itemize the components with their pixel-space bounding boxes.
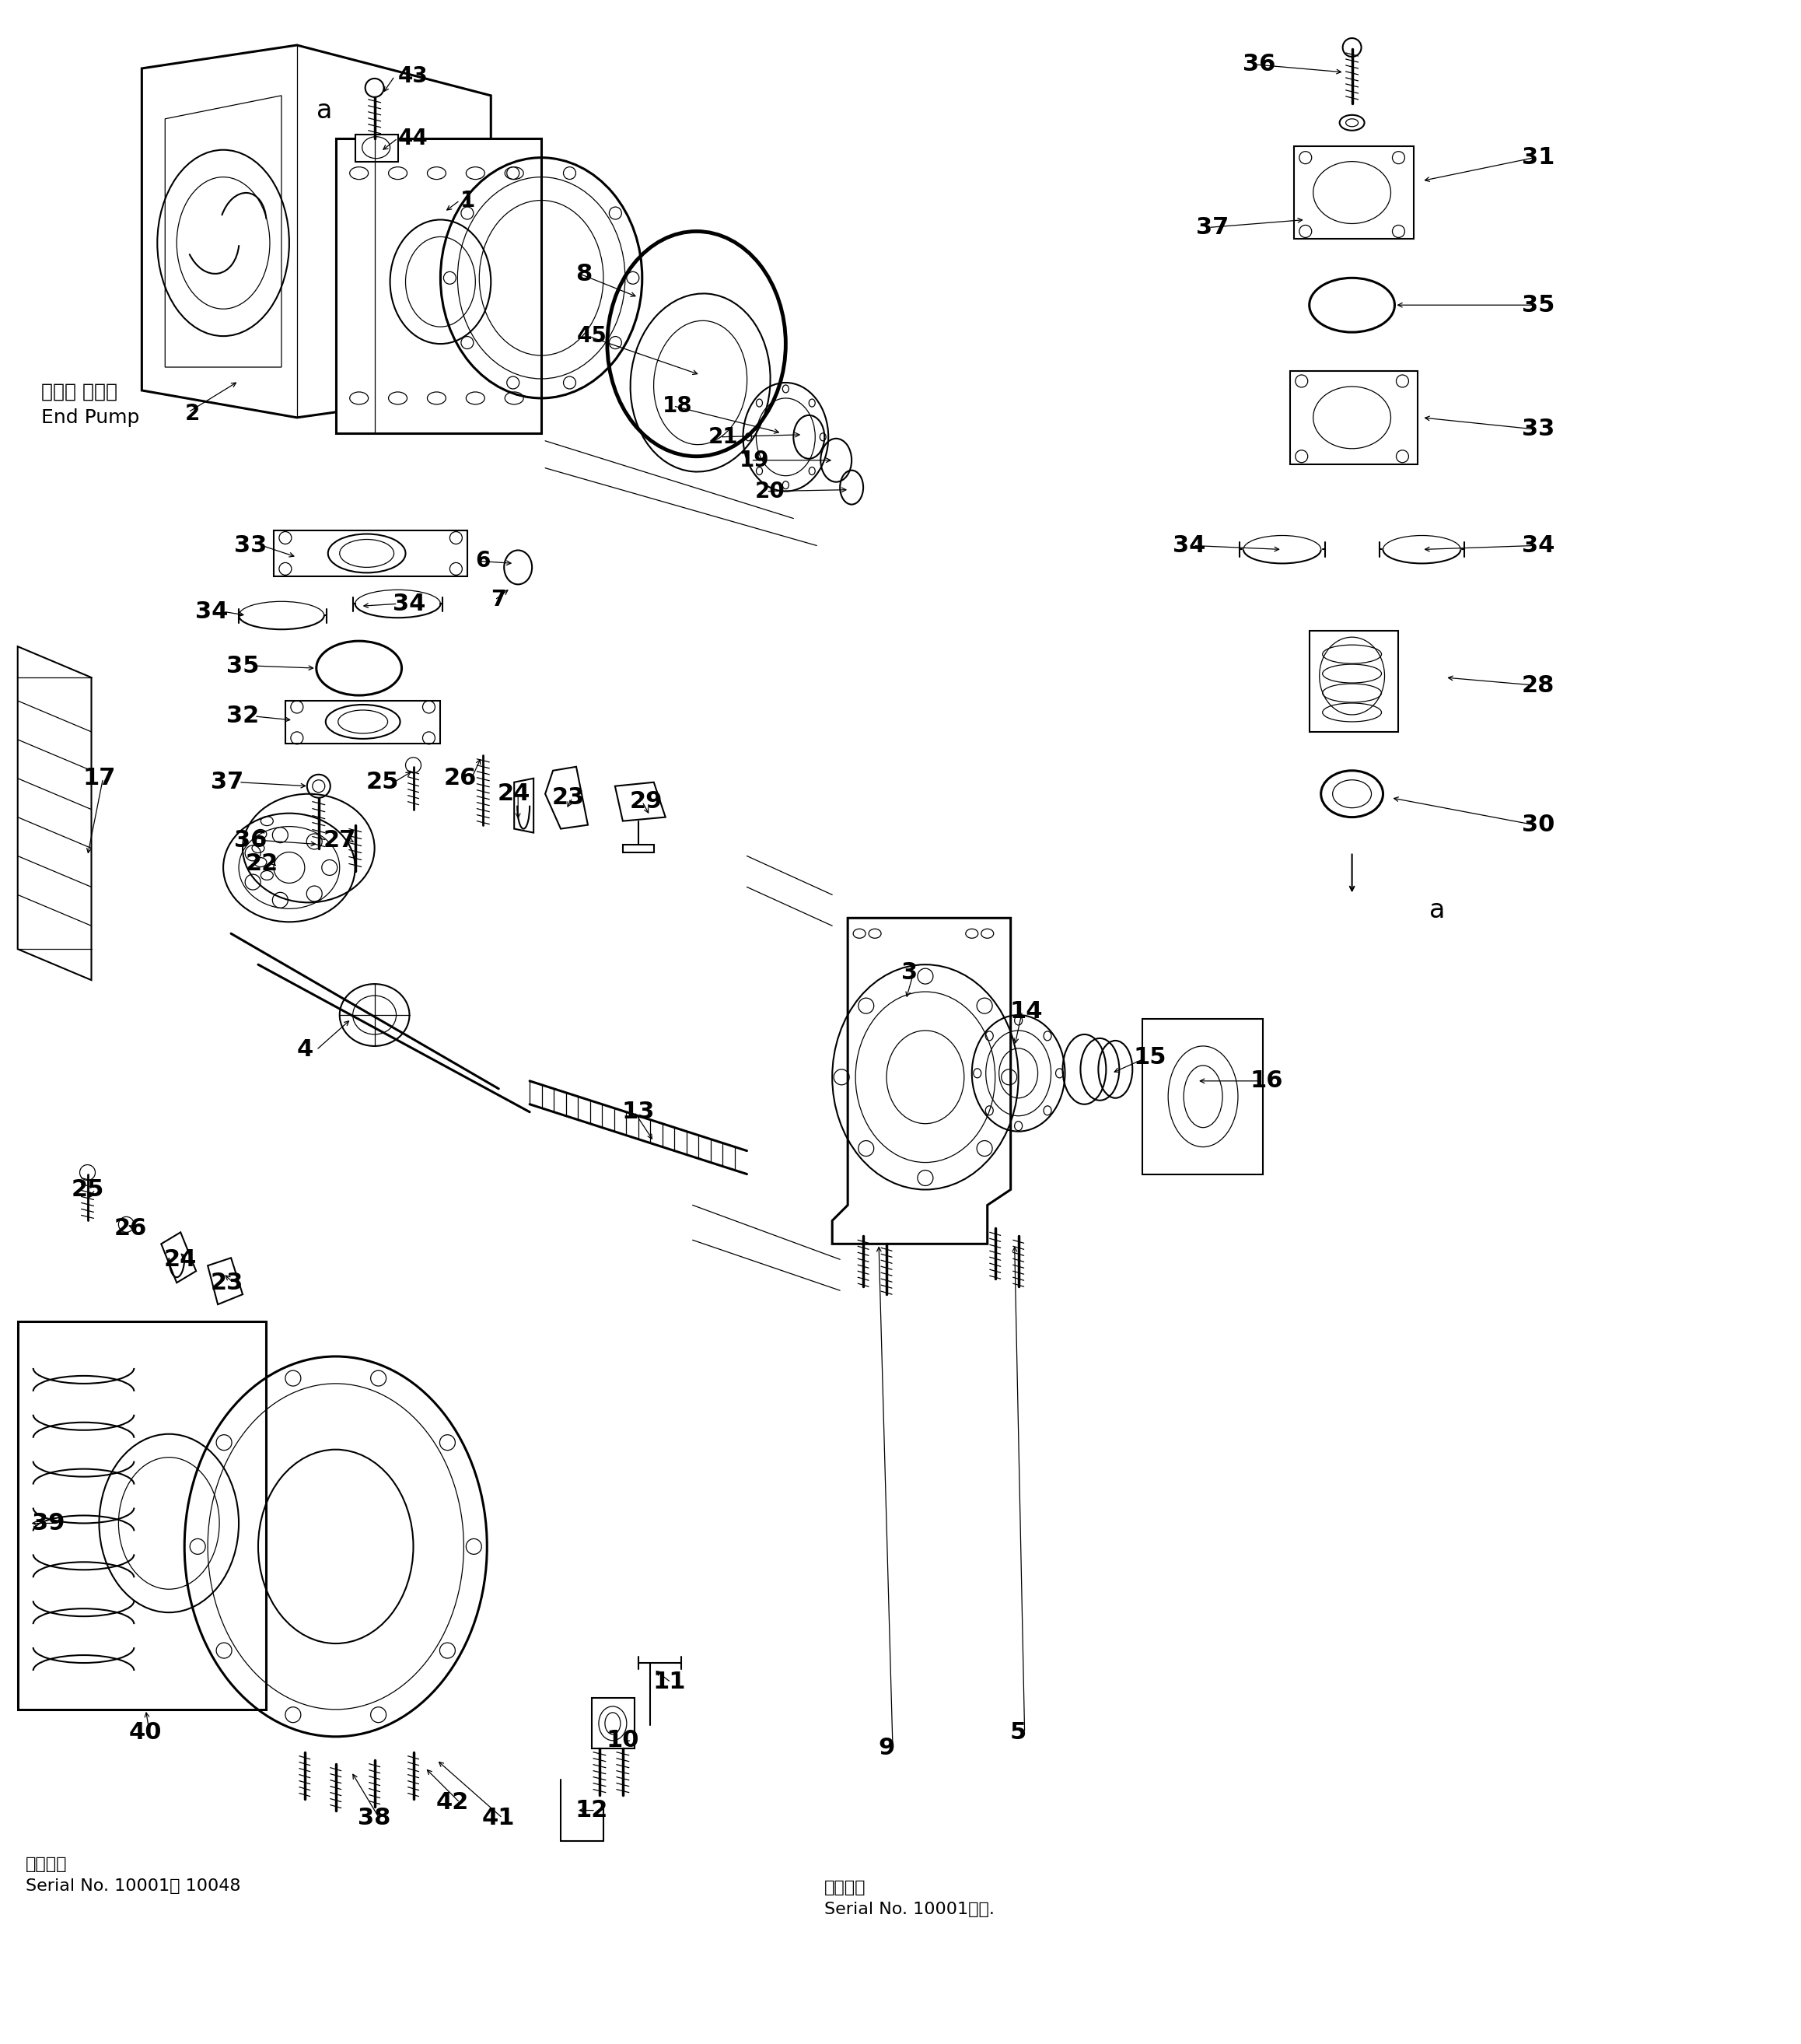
Polygon shape: [546, 766, 587, 828]
Text: 22: 22: [245, 852, 279, 875]
Text: 4: 4: [297, 1038, 313, 1061]
Text: a: a: [1430, 897, 1444, 924]
Bar: [1293, 145, 1414, 239]
Text: 34: 34: [1522, 533, 1554, 556]
Text: 33: 33: [234, 533, 267, 556]
Text: 12: 12: [575, 1799, 609, 1821]
Text: 29: 29: [630, 791, 663, 814]
Text: 34: 34: [393, 593, 425, 615]
Text: 9: 9: [879, 1737, 895, 1760]
Bar: [285, 701, 441, 744]
Text: 14: 14: [1010, 1000, 1043, 1022]
Text: 1: 1: [459, 190, 475, 211]
Text: 20: 20: [755, 480, 785, 503]
Text: 28: 28: [1522, 675, 1554, 697]
Text: 26: 26: [113, 1216, 146, 1239]
Text: 35: 35: [227, 654, 259, 677]
Bar: [1290, 372, 1417, 464]
Text: 31: 31: [1522, 147, 1554, 170]
Text: a: a: [317, 98, 331, 125]
Text: 41: 41: [483, 1807, 515, 1829]
Text: 42: 42: [436, 1791, 468, 1813]
Text: 33: 33: [1522, 417, 1554, 439]
Text: 44: 44: [398, 127, 429, 149]
Bar: [593, 1699, 634, 1748]
Polygon shape: [162, 1233, 196, 1284]
Polygon shape: [18, 1322, 267, 1709]
Text: 24: 24: [164, 1249, 196, 1271]
Text: 35: 35: [1522, 294, 1554, 317]
Text: 25: 25: [366, 771, 398, 793]
Bar: [335, 139, 542, 433]
Polygon shape: [142, 45, 492, 417]
Polygon shape: [274, 529, 468, 576]
Text: 36: 36: [1243, 53, 1275, 76]
Text: 24: 24: [497, 783, 531, 805]
Text: 19: 19: [740, 450, 769, 470]
Text: 23: 23: [553, 787, 585, 809]
Polygon shape: [623, 844, 654, 852]
Text: 40: 40: [130, 1721, 162, 1744]
Text: 13: 13: [621, 1102, 656, 1124]
Text: 3: 3: [902, 961, 919, 983]
Text: 25: 25: [70, 1177, 104, 1202]
Text: 23: 23: [211, 1271, 243, 1294]
Polygon shape: [207, 1257, 243, 1304]
Text: 45: 45: [576, 325, 607, 347]
Polygon shape: [18, 646, 92, 981]
Text: 36: 36: [234, 830, 267, 852]
Text: 15: 15: [1135, 1047, 1167, 1069]
Polygon shape: [614, 783, 665, 822]
Polygon shape: [832, 918, 1010, 1245]
Text: 2: 2: [186, 403, 200, 425]
Polygon shape: [513, 779, 533, 832]
Bar: [355, 135, 398, 161]
Text: 10: 10: [607, 1729, 639, 1752]
Text: エンド ポンプ
End Pump: エンド ポンプ End Pump: [41, 382, 139, 427]
Text: 21: 21: [708, 425, 738, 448]
Ellipse shape: [366, 78, 384, 98]
Text: 34: 34: [195, 601, 229, 623]
Text: 37: 37: [1196, 217, 1228, 239]
Text: 30: 30: [1522, 814, 1554, 836]
Text: 適用号機
Serial No. 10001～　.: 適用号機 Serial No. 10001～ .: [825, 1880, 994, 1917]
Text: 18: 18: [663, 394, 692, 417]
Text: 38: 38: [358, 1807, 391, 1829]
Text: 11: 11: [652, 1672, 686, 1694]
Text: 27: 27: [322, 830, 357, 852]
Bar: [1309, 632, 1399, 732]
Text: 39: 39: [32, 1513, 65, 1535]
Text: 43: 43: [398, 65, 429, 88]
Text: 適用号機
Serial No. 10001～ 10048: 適用号機 Serial No. 10001～ 10048: [25, 1856, 241, 1895]
Text: 5: 5: [1010, 1721, 1027, 1744]
Text: 17: 17: [83, 766, 115, 789]
Text: 16: 16: [1250, 1069, 1282, 1091]
Text: 37: 37: [211, 771, 243, 793]
Text: 7: 7: [492, 589, 506, 611]
Text: 32: 32: [227, 705, 259, 728]
Text: 34: 34: [1172, 533, 1205, 556]
Text: 26: 26: [443, 766, 475, 789]
Bar: [1142, 1018, 1263, 1173]
Text: 6: 6: [475, 550, 490, 572]
Text: 8: 8: [576, 264, 593, 286]
